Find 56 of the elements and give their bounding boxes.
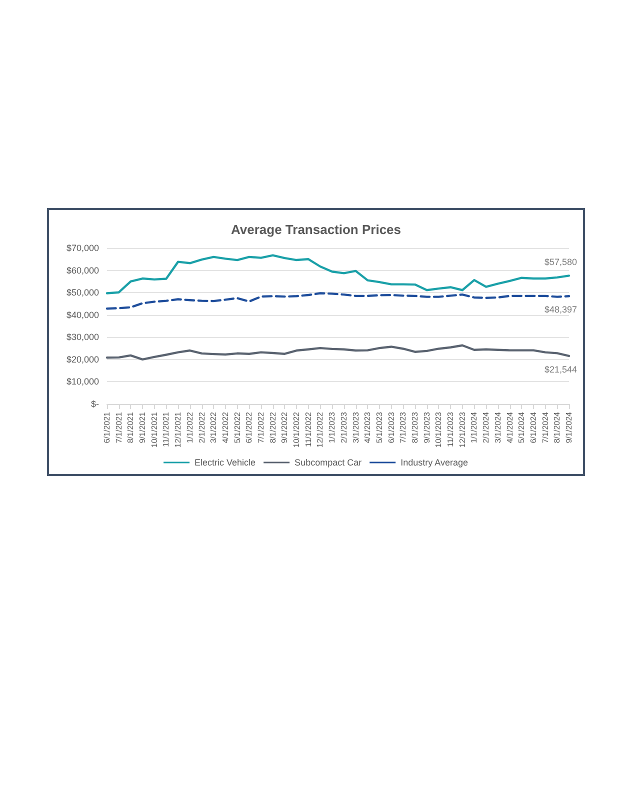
- x-tick-label: 8/1/2022: [268, 411, 278, 444]
- y-tick-label: $70,000: [66, 243, 99, 253]
- legend-label: Subcompact Car: [294, 458, 362, 468]
- x-tick-label: 9/1/2022: [280, 411, 290, 444]
- x-tick-label: 6/1/2024: [528, 411, 538, 444]
- x-tick-label: 3/1/2024: [493, 411, 502, 444]
- x-tick-label: 5/1/2024: [517, 411, 526, 444]
- x-tick-label: 9/1/2021: [138, 411, 148, 444]
- x-tick-label: 4/1/2023: [363, 411, 372, 444]
- x-tick-label: 3/1/2022: [209, 411, 218, 444]
- x-tick-label: 10/1/2022: [292, 411, 302, 448]
- annotation: $57,580: [544, 257, 577, 268]
- x-tick-label: 4/1/2024: [505, 411, 514, 444]
- x-tick-label: 12/1/2022: [316, 411, 325, 448]
- x-tick-label: 1/1/2024: [470, 411, 479, 444]
- x-tick-label: 8/1/2021: [126, 411, 136, 444]
- x-tick-label: 5/1/2023: [374, 411, 384, 444]
- x-tick-label: 6/1/2022: [244, 411, 254, 444]
- line-series: [106, 344, 570, 361]
- x-tick-label: 7/1/2021: [114, 411, 124, 444]
- annotation: $21,544: [544, 364, 577, 374]
- y-tick-label: $50,000: [66, 288, 99, 298]
- x-tick-label: 2/1/2023: [339, 411, 348, 444]
- x-tick-label: 12/1/2023: [458, 411, 467, 448]
- chart-title: Average Transaction Prices: [230, 222, 402, 237]
- x-tick-label: 7/1/2023: [398, 411, 408, 444]
- x-tick-label: 9/1/2024: [564, 411, 574, 444]
- x-tick-label: 10/1/2021: [150, 411, 159, 448]
- x-tick-label: 6/1/2021: [102, 411, 112, 444]
- y-tick-label: $10,000: [66, 376, 99, 387]
- legend-label: Electric Vehicle: [194, 458, 256, 468]
- x-tick-label: 11/1/2023: [446, 411, 456, 447]
- y-tick-label: $60,000: [66, 265, 99, 276]
- x-tick-label: 2/1/2022: [197, 411, 206, 444]
- x-tick-label: 2/1/2024: [482, 411, 491, 444]
- x-tick-label: 1/1/2023: [328, 411, 337, 444]
- x-tick-label: 1/1/2022: [185, 411, 194, 444]
- x-tick-label: 7/1/2024: [540, 411, 550, 444]
- x-tick-label: 9/1/2023: [422, 411, 432, 444]
- x-tick-label: 11/1/2021: [162, 411, 171, 447]
- y-tick-label: $20,000: [66, 354, 99, 364]
- x-tick-label: 10/1/2023: [434, 411, 444, 448]
- x-tick-label: 3/1/2023: [351, 411, 360, 444]
- legend-label: Industry Average: [400, 458, 468, 468]
- x-tick-label: 8/1/2023: [410, 411, 420, 444]
- x-tick-label: 5/1/2022: [232, 411, 242, 444]
- x-tick-label: 6/1/2023: [386, 411, 396, 444]
- x-tick-label: 4/1/2022: [220, 411, 230, 444]
- annotation: $48,397: [544, 304, 577, 315]
- x-tick-label: 8/1/2024: [552, 411, 562, 444]
- y-tick-label: $-: [90, 399, 99, 409]
- x-tick-label: 11/1/2022: [304, 411, 313, 447]
- x-tick-label: 7/1/2022: [256, 411, 266, 444]
- y-tick-label: $40,000: [66, 310, 99, 320]
- x-tick-label: 12/1/2021: [174, 411, 183, 448]
- y-tick-label: $30,000: [66, 332, 99, 342]
